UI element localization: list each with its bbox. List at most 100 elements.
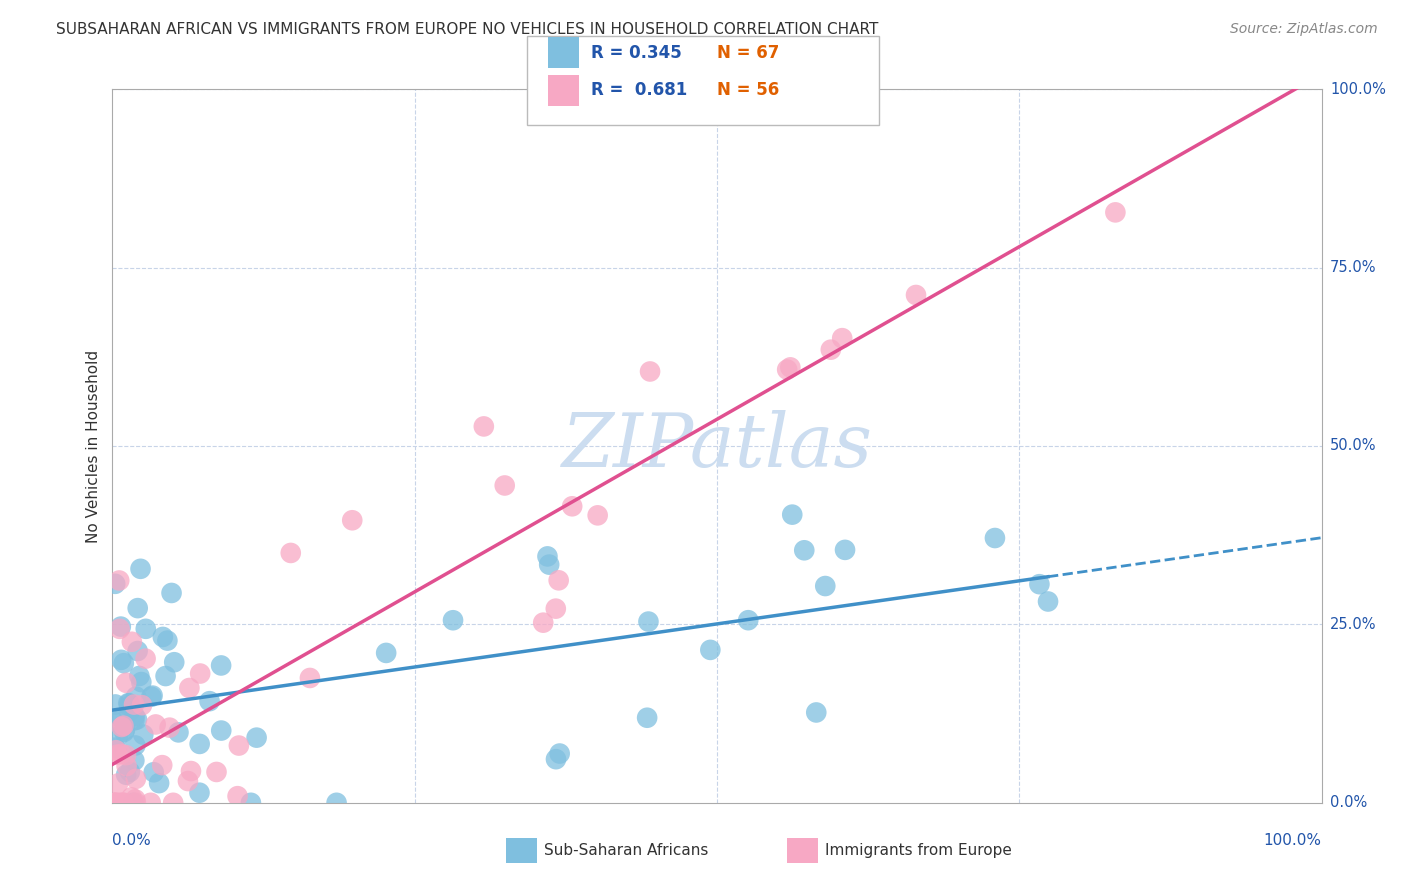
Point <box>108 574 131 588</box>
Point <box>118 705 141 719</box>
Point <box>159 721 181 735</box>
Point <box>188 666 211 681</box>
Point <box>209 658 232 673</box>
Point <box>163 655 186 669</box>
Point <box>131 698 153 713</box>
Text: Sub-Saharan Africans: Sub-Saharan Africans <box>544 844 709 858</box>
Point <box>131 675 153 690</box>
Point <box>167 725 190 739</box>
Point <box>125 690 148 704</box>
Point <box>124 792 146 806</box>
Point <box>820 343 842 357</box>
Point <box>110 747 132 761</box>
Text: 75.0%: 75.0% <box>1330 260 1376 275</box>
Point <box>177 774 200 789</box>
Point <box>135 651 157 665</box>
Point <box>205 764 228 779</box>
Point <box>104 577 127 591</box>
Text: Source: ZipAtlas.com: Source: ZipAtlas.com <box>1230 22 1378 37</box>
Point <box>111 712 134 726</box>
Point <box>548 747 571 761</box>
Point <box>150 758 173 772</box>
Point <box>135 622 157 636</box>
Text: 0.0%: 0.0% <box>1330 796 1367 810</box>
Point <box>107 796 129 810</box>
Point <box>112 656 135 670</box>
Text: SUBSAHARAN AFRICAN VS IMMIGRANTS FROM EUROPE NO VEHICLES IN HOUSEHOLD CORRELATIO: SUBSAHARAN AFRICAN VS IMMIGRANTS FROM EU… <box>56 22 879 37</box>
Point <box>779 360 801 375</box>
Point <box>636 711 658 725</box>
Point <box>531 615 554 630</box>
Point <box>124 714 146 728</box>
Point <box>104 740 127 755</box>
Point <box>280 546 302 560</box>
Point <box>111 796 134 810</box>
Point <box>544 752 567 766</box>
Point <box>180 764 202 778</box>
Point <box>1028 577 1050 591</box>
Text: R =  0.681: R = 0.681 <box>591 81 686 99</box>
Point <box>129 562 152 576</box>
Point <box>122 796 145 810</box>
Point <box>111 720 134 734</box>
Point <box>239 796 262 810</box>
Point <box>112 724 135 739</box>
Point <box>124 709 146 723</box>
Point <box>1036 594 1059 608</box>
Point <box>105 796 128 810</box>
Point <box>638 364 661 378</box>
Point <box>814 579 837 593</box>
Point <box>141 690 163 704</box>
Point <box>246 731 269 745</box>
Point <box>325 796 347 810</box>
Text: 100.0%: 100.0% <box>1264 833 1322 848</box>
Point <box>375 646 398 660</box>
Point <box>472 419 495 434</box>
Point <box>156 633 179 648</box>
Point <box>115 748 138 763</box>
Point <box>780 508 803 522</box>
Point <box>112 796 135 810</box>
Point <box>142 689 165 703</box>
Point <box>108 622 131 636</box>
Point <box>834 542 856 557</box>
Point <box>132 728 155 742</box>
Point <box>737 613 759 627</box>
Point <box>120 790 142 805</box>
Point <box>831 331 853 345</box>
Text: 25.0%: 25.0% <box>1330 617 1376 632</box>
Point <box>124 754 146 768</box>
Point <box>110 653 132 667</box>
Point <box>125 772 148 786</box>
Point <box>103 796 125 810</box>
Point <box>125 796 148 810</box>
Point <box>115 759 138 773</box>
Point <box>118 697 141 711</box>
Point <box>139 796 162 810</box>
Point <box>1104 205 1126 219</box>
Point <box>984 531 1007 545</box>
Point <box>103 714 125 729</box>
Point <box>544 601 567 615</box>
Point <box>148 776 170 790</box>
Point <box>117 696 139 710</box>
Text: 100.0%: 100.0% <box>1330 82 1386 96</box>
Point <box>124 739 146 753</box>
Point <box>637 615 659 629</box>
Point <box>112 719 135 733</box>
Y-axis label: No Vehicles in Household: No Vehicles in Household <box>86 350 101 542</box>
Point <box>118 764 141 779</box>
Point <box>103 796 125 810</box>
Point <box>128 669 150 683</box>
Point <box>122 698 145 712</box>
Point <box>115 675 138 690</box>
Point <box>226 789 249 804</box>
Point <box>142 765 165 780</box>
Point <box>538 558 561 572</box>
Point <box>536 549 558 564</box>
Text: N = 67: N = 67 <box>717 44 779 62</box>
Point <box>441 613 464 627</box>
Point <box>115 768 138 782</box>
Point <box>776 362 799 376</box>
Point <box>561 500 583 514</box>
